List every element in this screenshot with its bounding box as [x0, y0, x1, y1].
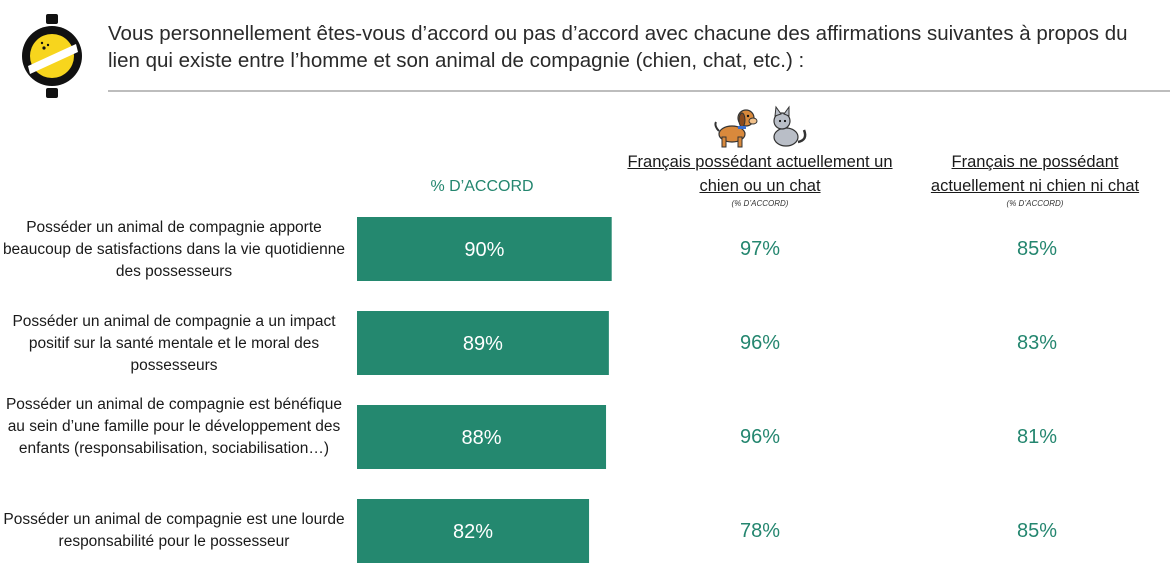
logo-icon: [22, 14, 82, 98]
non-owners-column-header: Français ne possédant actuellement ni ch…: [910, 150, 1160, 209]
non-owners-value: 85%: [1016, 520, 1058, 542]
dog-and-cat-icon: [714, 105, 807, 148]
owners-column-header: Français possédant actuellement un chien…: [620, 150, 900, 209]
owners-column-sublabel: (% D’ACCORD): [731, 199, 789, 208]
question-title: Vous personnellement êtes-vous d’accord …: [108, 22, 1128, 72]
bar-value-label: 90%: [464, 239, 504, 261]
title-divider: [108, 90, 1170, 92]
owners-value: 97%: [739, 238, 781, 260]
row-label: Posséder un animal de compagnie est une …: [3, 511, 345, 550]
non-owners-value: 83%: [1016, 332, 1058, 354]
main-column-header: % D’ACCORD: [430, 178, 534, 195]
agreement-bar: [357, 499, 590, 563]
non-owners-column-sublabel: (% D’ACCORD): [1006, 199, 1064, 208]
bar-value-label: 82%: [453, 521, 493, 543]
agreement-bar: [357, 217, 612, 281]
non-owners-column-label: Français ne possédant actuellement ni ch…: [930, 153, 1140, 195]
row-label: Posséder un animal de compagnie apporte …: [2, 219, 346, 280]
owners-value: 96%: [739, 332, 781, 354]
owners-value: 96%: [739, 426, 781, 448]
non-owners-value: 81%: [1016, 426, 1058, 448]
agreement-bar: [357, 405, 607, 469]
row-label: Posséder un animal de compagnie a un imp…: [12, 313, 336, 374]
non-owners-value: 85%: [1016, 238, 1058, 260]
row-label: Posséder un animal de compagnie est béné…: [5, 396, 343, 457]
bar-value-label: 89%: [463, 333, 503, 355]
agreement-bar: [357, 311, 609, 375]
cat-icon: [773, 105, 807, 147]
owners-value: 78%: [739, 520, 781, 542]
dog-icon: [714, 109, 758, 148]
owners-column-label: Français possédant actuellement un chien…: [627, 153, 893, 195]
bar-value-label: 88%: [462, 427, 502, 449]
